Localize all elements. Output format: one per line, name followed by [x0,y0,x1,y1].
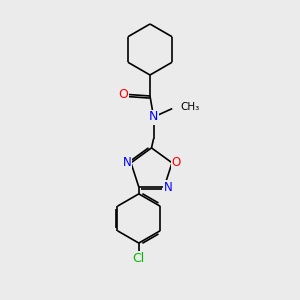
Text: Cl: Cl [133,252,145,265]
Text: N: N [164,181,173,194]
Text: CH₃: CH₃ [181,102,200,112]
Text: O: O [118,88,128,101]
Text: N: N [149,110,158,124]
Text: N: N [122,156,131,169]
Text: O: O [172,156,181,169]
